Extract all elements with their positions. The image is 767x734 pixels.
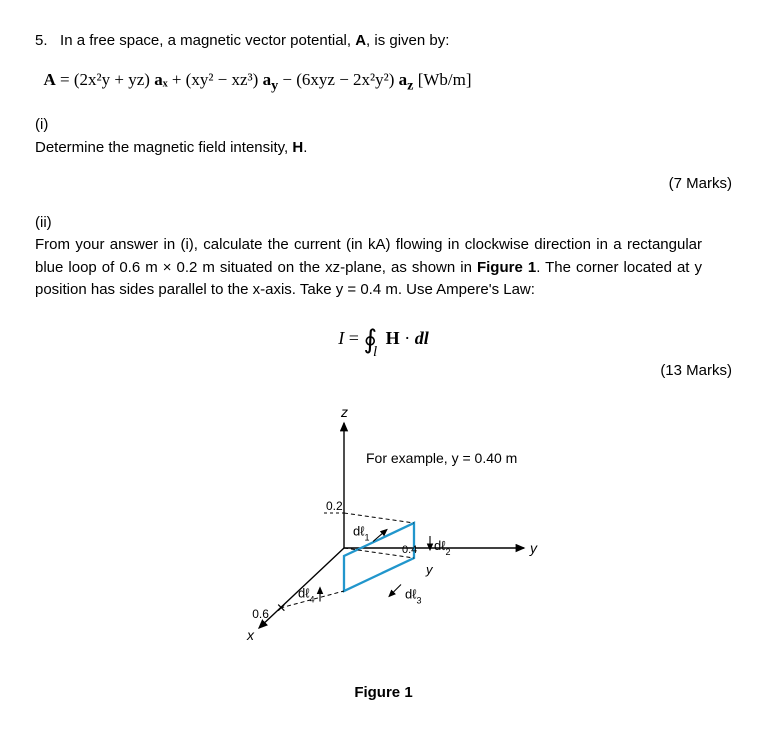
int-sub: l (373, 344, 377, 360)
eq-t3-coef: (6xyz − 2x²y²) (296, 70, 398, 89)
part-i-text: Determine the magnetic field intensity, (35, 139, 292, 156)
part-i-label: (i) (35, 114, 63, 137)
int-eq: = (344, 328, 363, 348)
eq-t2-coef: (xy² − xz³) (186, 70, 263, 89)
svg-text:dℓ3: dℓ3 (405, 587, 421, 606)
svg-text:dℓ1: dℓ1 (353, 524, 369, 543)
int-dl: dl (410, 328, 429, 348)
part-i-tail: . (303, 139, 307, 156)
int-dot: · (400, 328, 411, 348)
eq-minus: − (282, 70, 296, 89)
part-ii: (ii) From your answer in (i), calculate … (35, 212, 732, 302)
svg-text:0.2: 0.2 (326, 499, 343, 513)
figure-caption: Figure 1 (35, 682, 732, 705)
part-i-H: H (292, 139, 303, 156)
q-intro-text: In a free space, a magnetic vector poten… (60, 32, 355, 49)
svg-text:y: y (529, 540, 538, 556)
eq-t1-coef: (2x²y + yz) (74, 70, 154, 89)
main-equation: A = (2x²y + yz) aₓ + (xy² − xz³) ay − (6… (35, 67, 732, 97)
svg-text:z: z (340, 404, 348, 420)
eq-t3-sub: z (407, 77, 413, 93)
figure-container: z y x For example, y = 0.40 m 0.2 ✕ 0.6 0.4 y dℓ1… (35, 398, 732, 676)
integral-equation: I = ∮l H · dl (35, 316, 732, 356)
vector-A: A (355, 32, 366, 49)
svg-text:dℓ4: dℓ4 (298, 586, 314, 605)
eq-t2-vec: a (263, 70, 272, 89)
part-ii-marks: (13 Marks) (35, 360, 732, 383)
svg-text:0.4: 0.4 (402, 544, 417, 556)
int-H: H (386, 328, 400, 348)
fig-ref: Figure 1 (477, 259, 536, 276)
eq-equals: = (60, 70, 74, 89)
svg-text:dℓ2: dℓ2 (434, 538, 450, 557)
eq-t3-vec: a (399, 70, 408, 89)
figure-svg: z y x For example, y = 0.40 m 0.2 ✕ 0.6 0.4 y dℓ1… (214, 398, 554, 668)
svg-text:✕: ✕ (276, 601, 286, 615)
eq-lhs: A (44, 70, 56, 89)
part-ii-label: (ii) (35, 212, 63, 235)
question-intro: 5. In a free space, a magnetic vector po… (35, 30, 732, 53)
q-number: 5. (35, 32, 48, 49)
eq-t1-vec: aₓ (154, 70, 167, 89)
part-i: (i) Determine the magnetic field intensi… (35, 114, 732, 159)
svg-text:x: x (246, 627, 255, 643)
svg-text:y: y (425, 562, 434, 577)
svg-text:For example, y = 0.40 m: For example, y = 0.40 m (366, 450, 517, 466)
part-i-marks: (7 Marks) (35, 173, 732, 196)
q-intro-tail: , is given by: (366, 32, 449, 49)
eq-t2-sub: y (271, 77, 278, 93)
svg-text:0.6: 0.6 (252, 607, 269, 621)
eq-plus1: + (172, 70, 186, 89)
eq-units: [Wb/m] (418, 70, 472, 89)
